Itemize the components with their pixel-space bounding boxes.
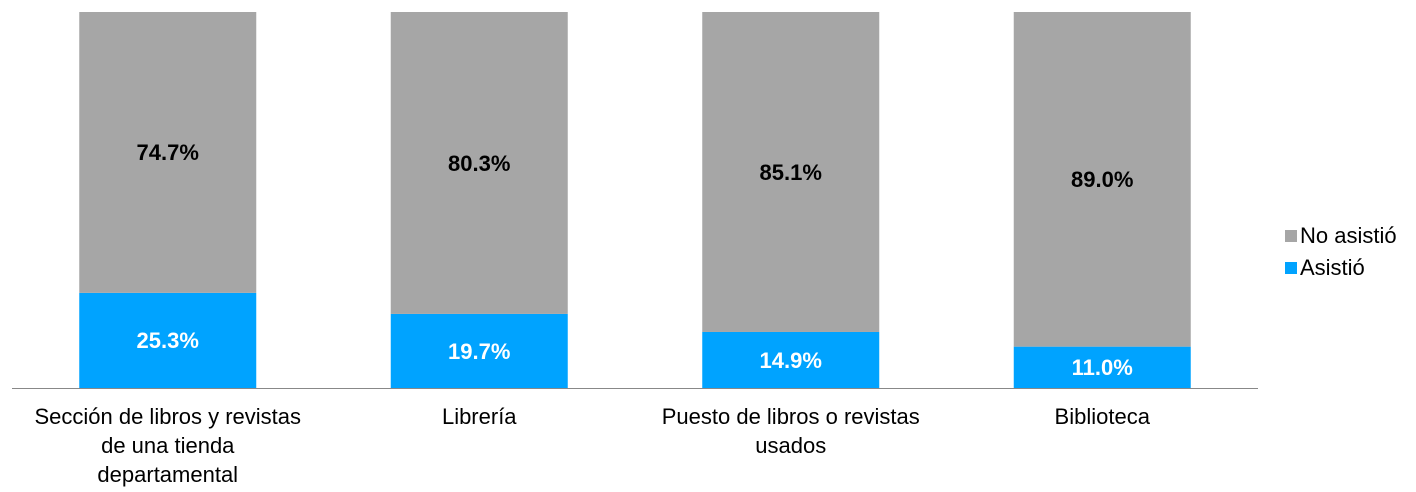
data-label: 25.3% — [137, 328, 199, 353]
data-label: 11.0% — [1072, 355, 1133, 380]
x-tick-label: Librería — [441, 404, 517, 429]
legend-label: Asistió — [1300, 255, 1365, 280]
bar-segment — [702, 12, 880, 332]
data-label: 80.3% — [448, 151, 510, 176]
bar-segment — [79, 292, 257, 388]
x-tick-label: Sección de libros y revistas de una tien… — [34, 404, 302, 487]
legend-label: No asistió — [1300, 223, 1397, 248]
data-label: 19.7% — [448, 339, 510, 364]
bar-segment — [390, 12, 568, 314]
legend-swatch — [1285, 230, 1297, 242]
bar-segment — [79, 12, 257, 293]
data-label: 14.9% — [760, 348, 822, 373]
data-label: 85.1% — [760, 160, 822, 185]
bar-segment — [702, 331, 880, 388]
x-tick-label: Biblioteca — [1054, 404, 1150, 429]
legend-swatch — [1285, 262, 1297, 274]
data-label: 74.7% — [137, 140, 199, 165]
bar-segment — [390, 313, 568, 388]
bar-segment — [1013, 12, 1191, 347]
x-tick-label: Puesto de libros o revistas usados — [661, 404, 920, 458]
bar-segment — [1013, 346, 1191, 388]
data-label: 89.0% — [1071, 167, 1133, 192]
